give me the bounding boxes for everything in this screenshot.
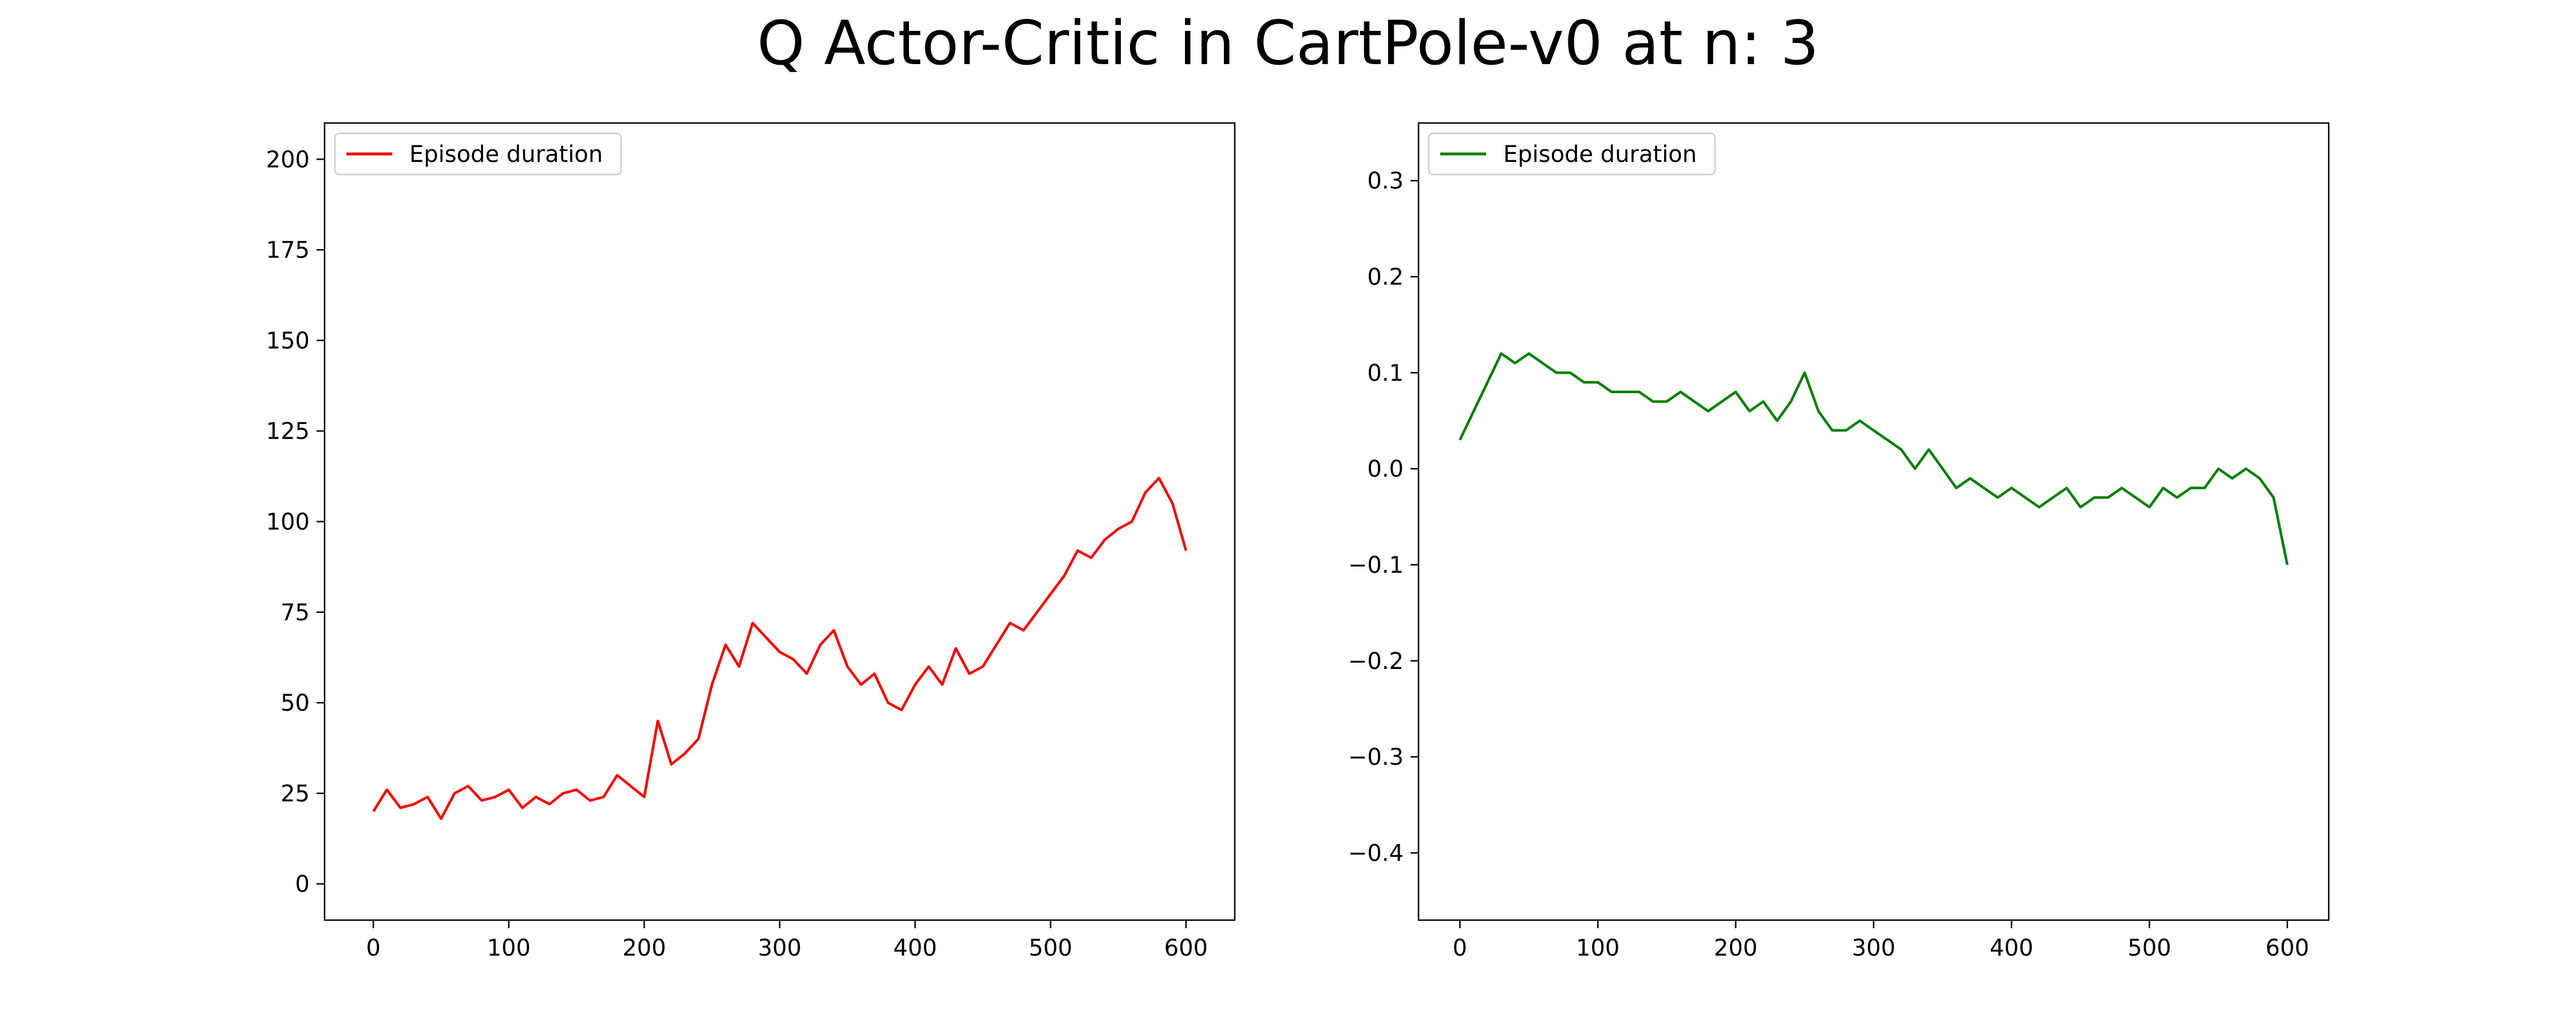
chart-panel-2: 0 100 200 300 400 500 600 −0.4 −0.3 −0.2 −0.1 0.0 0.… — [1348, 122, 2330, 961]
axes-frame-1 — [323, 122, 1236, 921]
y-tick-label: −0.1 — [1348, 552, 1404, 579]
x-tick-label: 400 — [1990, 935, 2033, 961]
y-tick-label: 50 — [280, 690, 310, 716]
series-line-2-1 — [1459, 352, 2289, 565]
y-tick-label: 125 — [266, 418, 310, 445]
x-tick-label: 100 — [1576, 935, 1619, 961]
x-tick-label: 0 — [366, 935, 380, 961]
legend-label: Episode duration — [409, 141, 603, 168]
y-tick-label: 175 — [266, 237, 310, 264]
y-tick-label: 0.3 — [1367, 168, 1404, 195]
y-tick-label: 25 — [280, 781, 310, 807]
x-tick-label: 600 — [2266, 935, 2309, 961]
y-tick-label: −0.4 — [1348, 841, 1404, 867]
y-tick-label: 0.2 — [1367, 264, 1404, 291]
legend-box — [1428, 132, 1716, 176]
x-tick-label: 100 — [487, 935, 531, 961]
y-tick-label: 150 — [266, 328, 310, 354]
x-tick-label: 500 — [1029, 935, 1072, 961]
figure-title: Q Actor-Critic in CartPole-v0 at n: 3 — [757, 8, 1819, 78]
series-line-1-1 — [372, 477, 1187, 820]
x-tick-label: 600 — [1164, 935, 1208, 961]
y-tick-label: 75 — [280, 600, 310, 626]
x-tick-label: 200 — [622, 935, 666, 961]
axes-frame-2 — [1417, 122, 2330, 921]
y-tick-label: 200 — [266, 146, 310, 173]
x-tick-label: 300 — [1852, 935, 1895, 961]
x-tick-label: 200 — [1714, 935, 1757, 961]
y-tick-label: 0.0 — [1367, 456, 1404, 482]
x-tick-label: 300 — [758, 935, 801, 961]
chart-panel-1: 0 100 200 300 400 500 600 0 25 50 75 100 125 150 175 20… — [266, 122, 1236, 961]
y-tick-label: 0 — [295, 871, 310, 898]
x-tick-label: 500 — [2128, 935, 2171, 961]
legend-box — [334, 132, 622, 176]
legend-label: Episode duration — [1503, 141, 1697, 168]
x-tick-label: 0 — [1453, 935, 1467, 961]
y-tick-label: −0.2 — [1348, 648, 1404, 675]
x-tick-label: 400 — [893, 935, 937, 961]
y-tick-label: 100 — [266, 509, 310, 536]
y-tick-label: −0.3 — [1348, 744, 1404, 771]
y-tick-label: 0.1 — [1367, 360, 1404, 386]
